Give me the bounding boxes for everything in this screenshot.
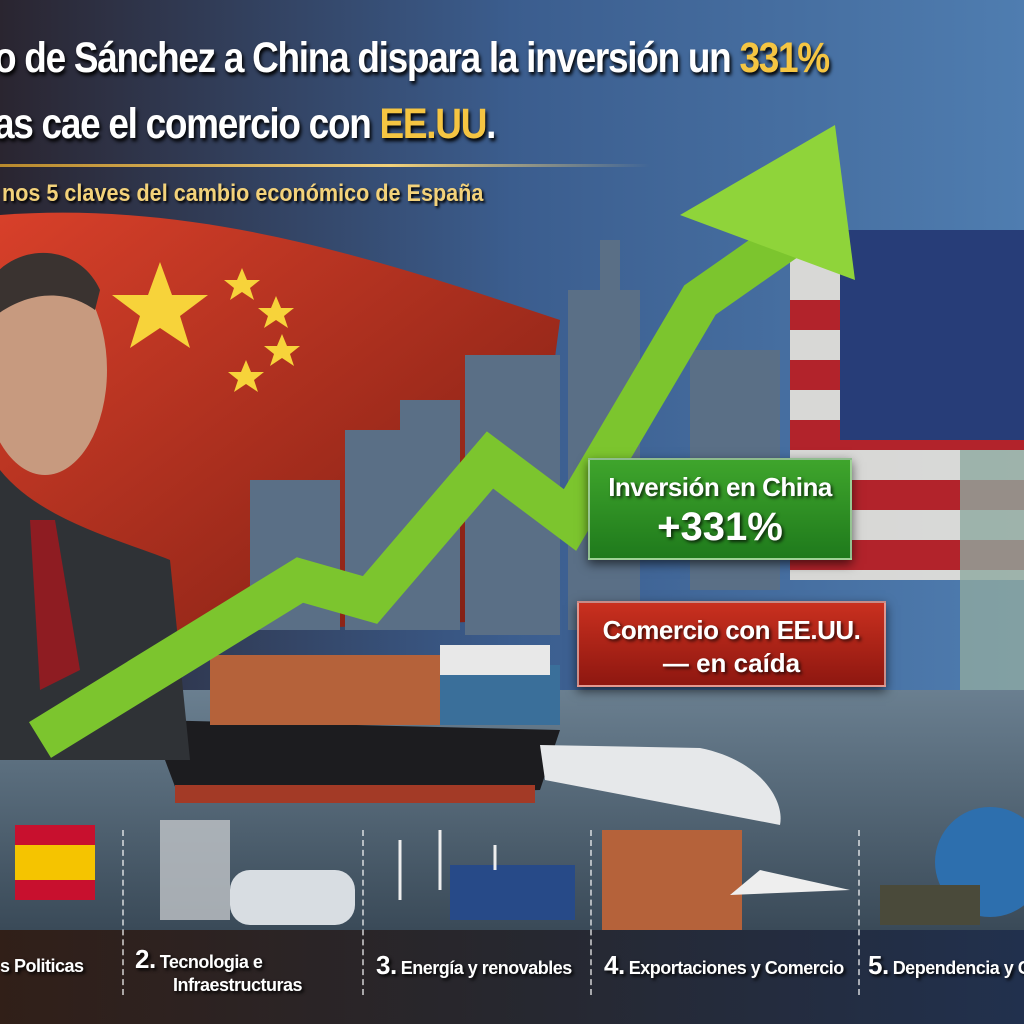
trade-callout: Comercio con EE.UU. — en caída [577,601,886,687]
trade-label: Comercio con EE.UU. [602,615,861,645]
wind-solar-icon [450,865,575,920]
key-item-2: 2. Tecnologia e Infraestructuras [135,944,303,996]
key-item-4: 4. Exportaciones y Comercio [604,950,844,981]
divider [590,830,592,995]
key-icons [15,807,1024,930]
bullet-train [540,745,781,825]
container-ship [150,645,560,803]
trade-value: — en caída [662,648,801,678]
key-item-3: 3. Energía y renovables [376,950,572,981]
key-label: Energía y renovables [400,958,573,978]
headline-text: as cae el comercio con [0,100,380,148]
headline-text: o de Sánchez a China dispara la inversió… [0,34,740,82]
divider [362,830,364,995]
investment-callout: Inversión en China +331% [588,458,852,560]
investment-value: +331% [657,505,783,549]
key-label: Exportaciones y Comercio [628,958,845,978]
key-number: 3. [376,950,397,980]
headline-highlight-usa: EE.UU [379,100,488,148]
key-label-line-2: Infraestructuras [173,975,303,995]
key-label: Tecnologia e [159,952,263,972]
key-label: s Politicas [0,956,84,976]
headline-line-2: as cae el comercio con EE.UU. [0,100,496,149]
key-number: 4. [604,950,625,980]
key-item-5: 5. Dependencia y G [868,950,1024,981]
growth-arrow-head [680,125,855,280]
key-number: 5. [868,950,889,980]
divider [858,830,860,995]
robot-train-icon [230,870,355,925]
growth-arrow [28,212,813,758]
investment-label: Inversión en China [608,472,832,502]
subtitle: nos 5 claves del cambio económico de Esp… [2,180,484,207]
gold-divider [0,164,650,167]
key-number: 2. [135,944,156,974]
containers-plane-icon [602,830,742,930]
keys-bar: s Politicas 2. Tecnologia e Infraestructur… [0,830,1024,1024]
headline-highlight-percent: 331% [739,34,830,82]
headline-period: . [486,100,496,148]
key-item-1: s Politicas [0,956,84,977]
headline-line-1: o de Sánchez a China dispara la inversió… [0,34,830,83]
divider [122,830,124,995]
key-label: Dependencia y G [892,958,1024,978]
